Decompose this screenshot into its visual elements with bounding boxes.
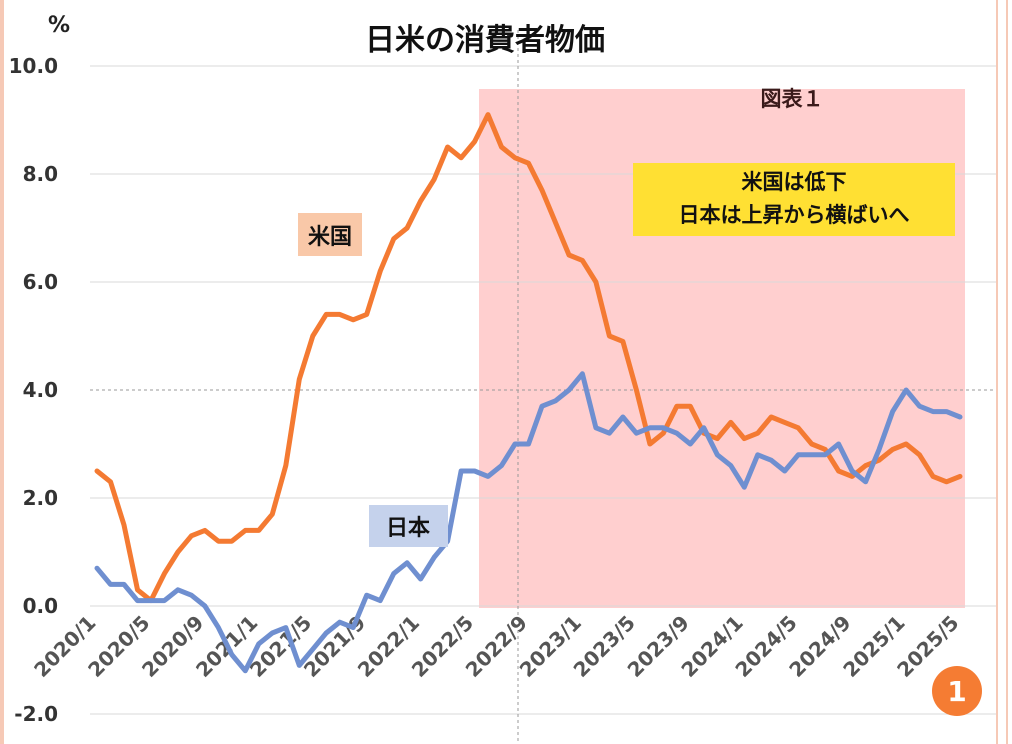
page-number-badge: 1 [932, 666, 982, 716]
series-line-japan [94, 371, 963, 674]
series-label-japan: 日本 [386, 516, 430, 541]
series-label-bg-japan [369, 505, 448, 547]
figure-label: 図表１ [761, 87, 824, 111]
right-accent-border [996, 0, 998, 744]
y-tick-label: 8.0 [23, 162, 58, 186]
y-tick-label: 0.0 [23, 594, 58, 618]
series-lines [94, 112, 963, 674]
y-unit-label: % [48, 13, 70, 38]
left-accent-border [0, 0, 4, 744]
annotation-box [633, 163, 955, 236]
annotation-line-1: 米国は低下 [742, 170, 847, 194]
gridlines [90, 30, 996, 744]
y-tick-label: 2.0 [23, 486, 58, 510]
y-tick-label: 10.0 [9, 54, 58, 78]
y-tick-label: 6.0 [23, 270, 58, 294]
y-tick-label: -2.0 [14, 702, 58, 726]
y-tick-labels: -2.0 0.0 2.0 4.0 6.0 8.0 10.0 [9, 54, 58, 726]
right-accent-border-outer [1006, 0, 1008, 744]
y-tick-label: 4.0 [23, 378, 58, 402]
series-label-bg-us [298, 213, 362, 256]
series-label-us: 米国 [308, 225, 352, 250]
annotation-line-2: 日本は上昇から横ばいへ [679, 203, 910, 227]
chart-title: 日米の消費者物価 [365, 23, 605, 58]
x-tick-labels: 2020/12020/52020/92021/12021/52021/92022… [29, 611, 963, 682]
series-line-us [94, 112, 963, 604]
